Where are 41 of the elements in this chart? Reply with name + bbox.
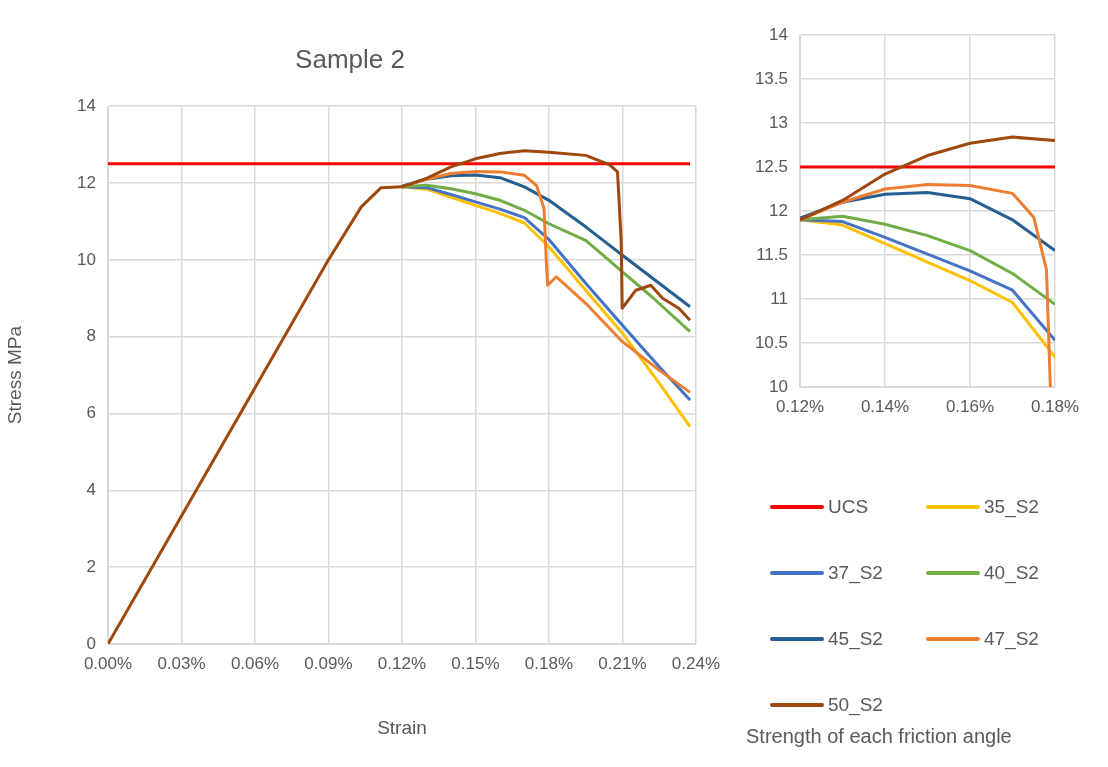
legend-label: 50_S2 bbox=[828, 694, 883, 716]
legend-title: Strength of each friction angle bbox=[746, 725, 1013, 748]
x-tick-label: 0.14% bbox=[860, 396, 910, 416]
x-tick-label: 0.12% bbox=[775, 396, 825, 416]
y-tick-label: 4 bbox=[86, 480, 96, 500]
y-tick-label: 8 bbox=[86, 326, 96, 346]
y-tick-label: 6 bbox=[86, 403, 96, 423]
x-tick-label: 0.12% bbox=[377, 653, 427, 673]
legend-label: 47_S2 bbox=[984, 628, 1039, 650]
legend-label: 37_S2 bbox=[828, 562, 883, 584]
x-tick-label: 0.15% bbox=[451, 653, 500, 673]
legend-label: 35_S2 bbox=[984, 496, 1039, 518]
y-tick-label: 11.5 bbox=[756, 244, 788, 264]
y-tick-label: 10.5 bbox=[754, 332, 788, 352]
y-tick-label: 10 bbox=[77, 249, 96, 269]
x-tick-label: 0.06% bbox=[230, 653, 280, 673]
y-tick-label: 12 bbox=[77, 172, 96, 192]
y-tick-label: 11 bbox=[770, 288, 788, 308]
y-tick-label: 2 bbox=[86, 556, 96, 576]
legend-label: UCS bbox=[828, 496, 869, 518]
x-tick-label: 0.16% bbox=[945, 396, 995, 416]
legend-label: 40_S2 bbox=[984, 562, 1039, 584]
y-tick-label: 10 bbox=[769, 376, 788, 396]
x-tick-label: 0.18% bbox=[524, 653, 574, 673]
x-tick-label: 0.18% bbox=[1030, 396, 1080, 416]
y-axis-title: Stress MPa bbox=[3, 325, 25, 425]
legend-label: 45_S2 bbox=[828, 628, 883, 650]
chart-title: Sample 2 bbox=[295, 43, 405, 74]
x-tick-label: 0.24% bbox=[671, 653, 720, 673]
x-tick-label: 0.09% bbox=[304, 653, 353, 673]
x-tick-label: 0.00% bbox=[83, 653, 133, 673]
y-tick-label: 12 bbox=[769, 200, 788, 220]
y-tick-label: 13.5 bbox=[754, 68, 788, 88]
y-tick-label: 0 bbox=[86, 633, 96, 653]
y-tick-label: 14 bbox=[77, 95, 96, 115]
x-tick-label: 0.03% bbox=[157, 653, 206, 673]
x-axis-title: Strain bbox=[377, 716, 427, 738]
y-tick-label: 12.5 bbox=[754, 156, 788, 176]
y-tick-label: 13 bbox=[769, 112, 788, 132]
y-tick-label: 14 bbox=[769, 24, 788, 44]
x-tick-label: 0.21% bbox=[598, 653, 647, 673]
